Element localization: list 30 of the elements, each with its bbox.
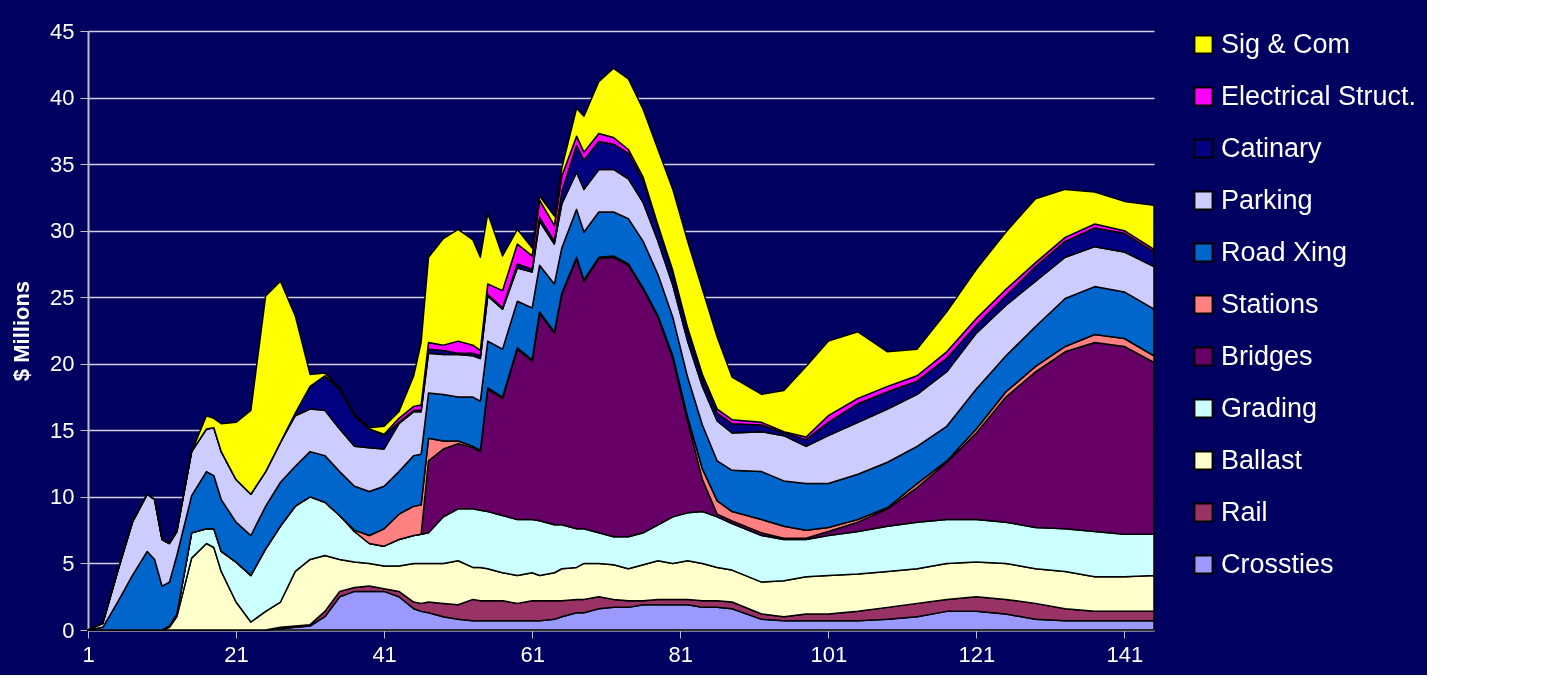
x-tick-label: 121 — [958, 641, 996, 667]
y-tick-label: 0 — [62, 617, 75, 643]
y-tick-label: 10 — [50, 484, 75, 510]
legend-label: Stations — [1221, 288, 1319, 319]
x-tick-label: 101 — [810, 641, 848, 667]
y-axis-title: $ Millions — [9, 280, 35, 382]
y-tick-label: 15 — [50, 417, 75, 443]
legend-label: Bridges — [1221, 340, 1313, 371]
x-tick-label: 81 — [668, 641, 693, 667]
legend-label: Road Xing — [1221, 236, 1348, 267]
legend-label: Rail — [1221, 496, 1268, 527]
legend-label: Electrical Struct. — [1221, 80, 1417, 111]
y-tick-label: 35 — [50, 151, 75, 177]
y-tick-label: 5 — [62, 550, 75, 576]
y-tick-label: 25 — [50, 284, 75, 310]
y-tick-label: 20 — [50, 351, 75, 377]
x-tick-label: 21 — [224, 641, 249, 667]
legend-label: Grading — [1221, 392, 1318, 423]
x-tick-label: 1 — [82, 641, 95, 667]
y-tick-label: 45 — [50, 18, 75, 44]
legend-label: Crossties — [1221, 548, 1334, 579]
legend-label: Sig & Com — [1221, 28, 1351, 59]
y-tick-label: 40 — [50, 85, 75, 111]
x-tick-label: 41 — [372, 641, 397, 667]
y-tick-label: 30 — [50, 218, 75, 244]
x-tick-label: 61 — [520, 641, 545, 667]
x-tick-label: 141 — [1106, 641, 1144, 667]
legend-label: Ballast — [1221, 444, 1303, 475]
legend-label: Catinary — [1221, 132, 1323, 163]
legend-label: Parking — [1221, 184, 1313, 215]
